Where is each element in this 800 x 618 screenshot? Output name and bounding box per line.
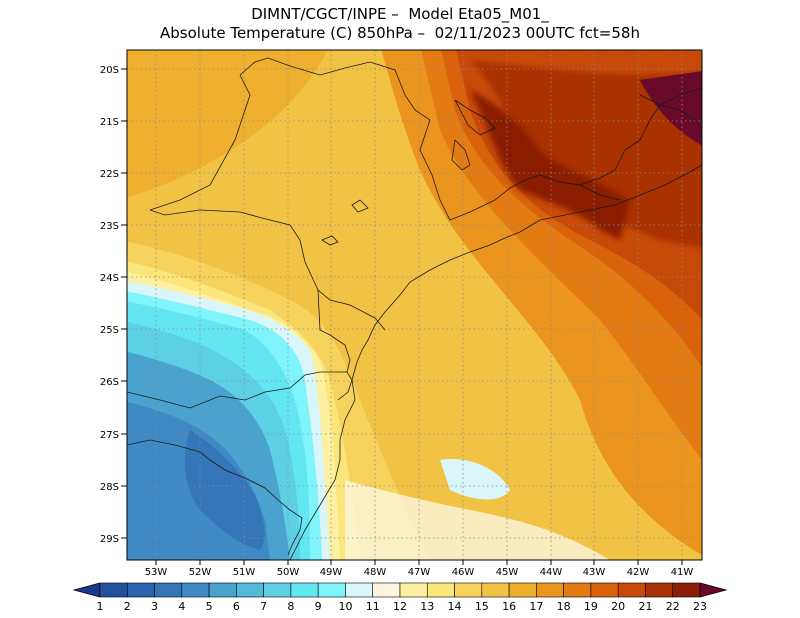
lon-tick-label: 45W (496, 567, 519, 578)
lat-tick-label: 28S (100, 482, 119, 493)
colorbar-segment (617, 582, 646, 598)
colorbar-segment (208, 582, 237, 598)
colorbar-segment (372, 582, 401, 598)
colorbar-label: 8 (287, 600, 294, 613)
lon-tick-label: 43W (583, 567, 606, 578)
lat-tick-label: 29S (100, 534, 119, 545)
lat-tick-label: 21S (100, 117, 119, 128)
lon-tick-label: 44W (540, 567, 563, 578)
colorbar-label: 5 (206, 600, 213, 613)
lon-tick-label: 48W (364, 567, 387, 578)
colorbar-label: 13 (420, 600, 434, 613)
colorbar-high-arrow (699, 582, 728, 598)
title-line-2: Absolute Temperature (C) 850hPa – 02/11/… (160, 24, 640, 42)
title-line-1: DIMNT/CGCT/INPE – Model Eta05_M01_ (251, 5, 549, 23)
colorbar: 1 2 3 4 5 6 7 8 9 10 11 12 13 14 15 16 17 18 19 20 21 22 23 (72, 582, 728, 613)
colorbar-low-arrow (72, 582, 101, 598)
colorbar-label: 22 (666, 600, 680, 613)
lon-tick-label: 52W (189, 567, 212, 578)
lon-tick-label: 42W (627, 567, 650, 578)
lon-tick-label: 51W (233, 567, 256, 578)
colorbar-segment (590, 582, 619, 598)
temperature-field (127, 50, 702, 560)
colorbar-segment (645, 582, 674, 598)
colorbar-segment (181, 582, 210, 598)
political-borders (127, 57, 702, 560)
colorbar-segment (536, 582, 564, 598)
colorbar-segment (426, 582, 455, 598)
colorbar-label: 3 (151, 600, 158, 613)
colorbar-label: 14 (448, 600, 462, 613)
colorbar-label: 7 (260, 600, 267, 613)
lon-tick-label: 53W (145, 567, 168, 578)
lon-tick-label: 47W (408, 567, 431, 578)
colorbar-segment (236, 582, 264, 598)
lon-tick-label: 49W (320, 567, 343, 578)
longitude-axis: 53W 52W 51W 50W 49W 48W 47W 46W 45W 44W 43W 42W 41W (145, 560, 694, 578)
colorbar-label: 2 (124, 600, 131, 613)
colorbar-label: 16 (502, 600, 516, 613)
colorbar-segment (345, 582, 374, 598)
lat-tick-label: 24S (100, 273, 119, 284)
colorbar-label: 17 (529, 600, 543, 613)
lon-tick-label: 46W (452, 567, 475, 578)
colorbar-label: 21 (638, 600, 652, 613)
colorbar-segment (399, 582, 428, 598)
colorbar-segment (154, 582, 183, 598)
latitude-axis: 20S 21S 22S 23S 24S 25S 26S 27S 28S 29S (100, 65, 127, 545)
colorbar-label: 20 (611, 600, 625, 613)
colorbar-label: 4 (178, 600, 185, 613)
colorbar-label: 19 (584, 600, 598, 613)
colorbar-label: 1 (97, 600, 104, 613)
lat-tick-label: 20S (100, 65, 119, 76)
lat-tick-label: 26S (100, 377, 119, 388)
lat-tick-label: 25S (100, 325, 119, 336)
lon-tick-label: 50W (277, 567, 300, 578)
colorbar-label: 12 (393, 600, 407, 613)
colorbar-label: 18 (557, 600, 571, 613)
colorbar-label: 10 (338, 600, 352, 613)
lat-tick-label: 27S (100, 430, 119, 441)
colorbar-segment (126, 582, 155, 598)
lon-tick-label: 41W (671, 567, 694, 578)
grid-lines (127, 50, 702, 560)
map-frame (126, 49, 703, 561)
colorbar-segment (454, 582, 483, 598)
colorbar-label: 6 (233, 600, 240, 613)
lat-tick-label: 23S (100, 221, 119, 232)
colorbar-segment (672, 582, 701, 598)
colorbar-segment (99, 582, 128, 598)
colorbar-segment (508, 582, 537, 598)
colorbar-segment (481, 582, 510, 598)
colorbar-label: 23 (693, 600, 707, 613)
colorbar-label: 15 (475, 600, 489, 613)
colorbar-segment (263, 582, 292, 598)
colorbar-label: 11 (366, 600, 380, 613)
colorbar-label: 9 (315, 600, 322, 613)
colorbar-segment (290, 582, 319, 598)
colorbar-segment (563, 582, 592, 598)
lat-tick-label: 22S (100, 169, 119, 180)
colorbar-segment (317, 582, 346, 598)
